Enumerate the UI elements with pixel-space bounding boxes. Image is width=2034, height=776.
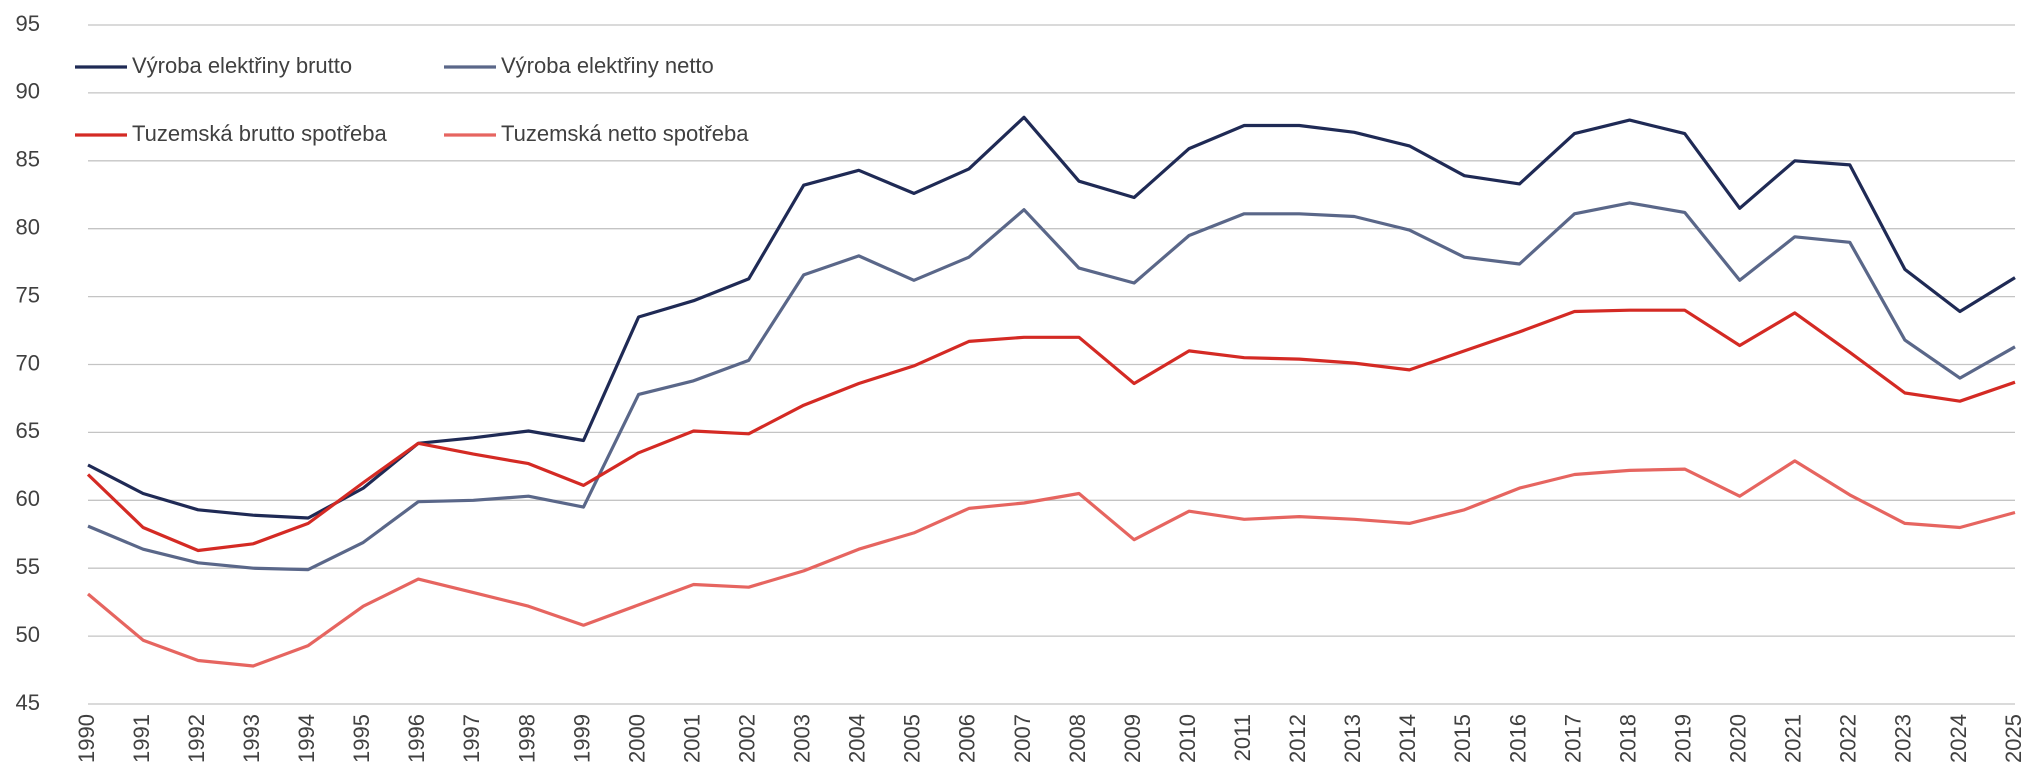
x-tick-label: 2012 [1285, 714, 1310, 763]
x-tick-label: 2017 [1560, 714, 1585, 763]
x-tick-label: 2015 [1450, 714, 1475, 763]
x-tick-label: 2005 [900, 714, 925, 763]
x-tick-label: 2010 [1175, 714, 1200, 763]
x-tick-label: 2014 [1395, 714, 1420, 763]
x-tick-label: 1995 [349, 714, 374, 763]
x-tick-label: 2020 [1726, 714, 1751, 763]
x-tick-label: 2006 [955, 714, 980, 763]
x-tick-label: 2023 [1891, 714, 1916, 763]
y-tick-label: 45 [16, 690, 40, 715]
y-tick-label: 65 [16, 418, 40, 443]
x-tick-label: 1994 [294, 714, 319, 763]
x-tick-label: 2009 [1120, 714, 1145, 763]
series-line [87, 115, 2016, 520]
x-tick-label: 2024 [1946, 714, 1971, 763]
y-tick-label: 55 [16, 554, 40, 579]
x-tick-label: 2011 [1230, 714, 1255, 761]
y-tick-label: 85 [16, 147, 40, 172]
x-tick-label: 2016 [1505, 714, 1530, 763]
x-tick-label: 2022 [1836, 714, 1861, 763]
x-tick-label: 1991 [129, 714, 154, 763]
legend-label: Tuzemská brutto spotřeba [132, 121, 388, 146]
x-tick-label: 1999 [569, 714, 594, 763]
x-tick-label: 2013 [1340, 714, 1365, 763]
legend-label: Tuzemská netto spotřeba [501, 121, 749, 146]
y-tick-label: 80 [16, 215, 40, 240]
x-tick-label: 2001 [679, 714, 704, 763]
x-tick-label: 2018 [1615, 714, 1640, 763]
y-tick-label: 95 [16, 11, 40, 36]
x-tick-label: 1997 [459, 714, 484, 763]
legend-label: Výroba elektřiny brutto [132, 53, 352, 78]
x-tick-label: 2008 [1065, 714, 1090, 763]
x-tick-label: 2019 [1670, 714, 1695, 763]
x-tick-label: 1998 [514, 714, 539, 763]
series-line [87, 201, 2016, 572]
x-tick-label: 2002 [734, 714, 759, 763]
y-tick-label: 60 [16, 486, 40, 511]
y-tick-label: 70 [16, 350, 40, 375]
x-tick-label: 2004 [845, 714, 870, 763]
series-line [86, 459, 2016, 668]
x-tick-label: 2000 [624, 714, 649, 763]
x-tick-label: 2025 [2001, 714, 2026, 763]
x-tick-label: 1993 [239, 714, 264, 763]
legend-label: Výroba elektřiny netto [501, 53, 714, 78]
series-line [86, 308, 2016, 553]
x-tick-label: 1996 [404, 714, 429, 763]
y-tick-label: 50 [16, 622, 40, 647]
x-tick-label: 1992 [184, 714, 209, 763]
y-tick-label: 90 [16, 79, 40, 104]
x-tick-label: 2021 [1781, 714, 1806, 763]
y-tick-label: 75 [16, 282, 40, 307]
x-tick-label: 2003 [790, 714, 815, 763]
x-tick-label: 1990 [74, 714, 99, 763]
x-tick-label: 2007 [1010, 714, 1035, 763]
